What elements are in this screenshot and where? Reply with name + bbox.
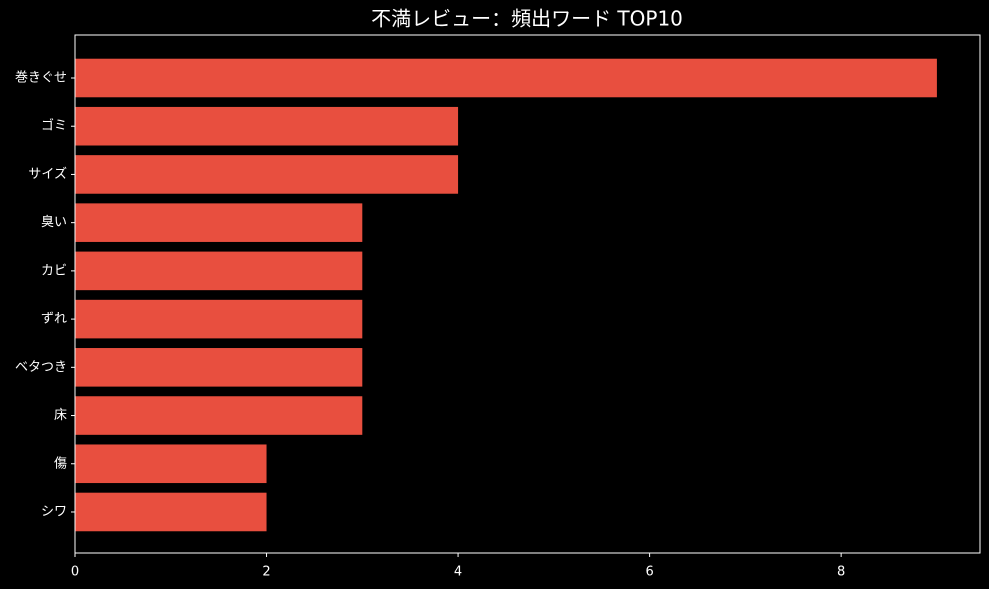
plot-frame	[74, 34, 981, 554]
chart-title: 不満レビュー：頻出ワード TOP10	[371, 7, 683, 31]
y-tick-label: 臭い	[41, 215, 67, 230]
y-tick-label: 床	[54, 408, 67, 423]
x-tick-label: 4	[454, 565, 462, 580]
bar	[75, 348, 363, 387]
x-tick-label: 6	[645, 565, 653, 580]
bar	[75, 203, 363, 242]
bar	[75, 58, 937, 98]
y-tick-label: ずれ	[41, 312, 67, 327]
y-tick-label: カビ	[41, 263, 67, 278]
bar	[75, 155, 459, 194]
x-tick-label: 0	[71, 565, 79, 580]
y-tick-label: 巻きぐせ	[15, 71, 67, 86]
y-tick-label: ベタつき	[15, 360, 67, 375]
y-tick-label: 傷	[54, 456, 67, 471]
y-tick-label: ゴミ	[41, 118, 67, 134]
x-tick-label: 8	[837, 565, 845, 580]
bar	[75, 106, 459, 146]
y-tick-label: サイズ	[28, 166, 67, 182]
bar	[75, 492, 267, 532]
x-tick-label: 2	[262, 565, 270, 580]
bar	[75, 299, 363, 339]
y-tick-label: シワ	[41, 504, 67, 519]
bar	[75, 396, 363, 435]
bar	[75, 251, 363, 291]
bar	[75, 444, 267, 484]
